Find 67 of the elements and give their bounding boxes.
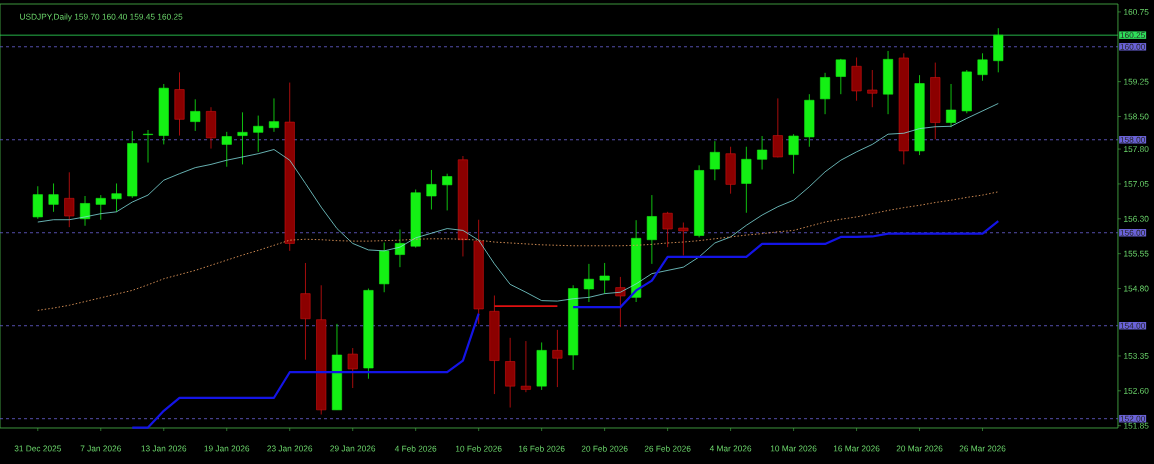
candlestick (442, 173, 453, 211)
candlestick (709, 140, 720, 181)
candlestick (552, 329, 563, 388)
candlestick (788, 133, 799, 175)
x-tick-label: 4 Feb 2026 (394, 445, 437, 452)
y-tick-label: 157.80 (1124, 146, 1149, 152)
x-tick-label: 10 Mar 2026 (770, 445, 817, 452)
candlestick (599, 262, 610, 295)
candlestick (583, 263, 594, 303)
x-tick-label: 23 Jan 2026 (267, 445, 313, 452)
x-tick-label: 31 Dec 2025 (14, 445, 61, 452)
candlestick (662, 211, 673, 248)
y-tick-label: 153.35 (1124, 353, 1149, 359)
y-tick-label: 157.05 (1124, 181, 1149, 187)
x-tick-label: 26 Feb 2026 (644, 445, 691, 452)
candlestick (48, 183, 59, 213)
candlestick (426, 169, 437, 210)
candlestick (64, 171, 75, 228)
ref-line-label: 160.00 (1120, 43, 1146, 50)
candlestick (221, 131, 232, 168)
x-tick-label: 26 Mar 2026 (959, 445, 1006, 452)
candlestick (80, 195, 91, 227)
candlestick (253, 115, 264, 153)
candlestick (237, 111, 248, 165)
x-tick-label: 4 Mar 2026 (709, 445, 752, 452)
ref-line-label: 160.25 (1120, 32, 1145, 39)
candlestick (111, 183, 122, 213)
candlestick (142, 129, 154, 163)
candlestick (772, 97, 783, 158)
candlestick (946, 83, 957, 128)
y-tick-label: 158.50 (1124, 113, 1149, 120)
x-tick-label: 10 Feb 2026 (455, 445, 502, 452)
candlestick (268, 97, 279, 133)
x-tick-label: 20 Mar 2026 (896, 445, 943, 452)
x-tick-label: 7 Jan 2026 (80, 445, 121, 452)
x-tick-label: 16 Feb 2026 (518, 445, 565, 452)
candlestick (615, 276, 626, 328)
candlestick (32, 185, 43, 220)
candlestick (867, 69, 878, 108)
y-tick-label: 155.55 (1124, 250, 1149, 257)
candlestick (977, 52, 988, 82)
candlestick (347, 347, 358, 389)
y-tick-label: 154.80 (1124, 285, 1149, 292)
x-tick-label: 29 Jan 2026 (330, 445, 376, 452)
y-tick-label: 159.25 (1124, 78, 1149, 85)
y-tick-label: 156.30 (1124, 215, 1149, 222)
candlestick (835, 58, 846, 95)
ref-line-label: 154.00 (1120, 322, 1146, 329)
candlestick (820, 72, 831, 115)
y-tick-label: 160.75 (1124, 8, 1149, 15)
x-tick-label: 20 Feb 2026 (581, 445, 628, 452)
candlestick (190, 98, 201, 132)
candlestick (646, 194, 657, 265)
candlestick (95, 194, 106, 221)
x-tick-label: 13 Jan 2026 (141, 445, 187, 452)
ref-line-label: 152.00 (1120, 415, 1146, 422)
ref-line-label: 156.00 (1120, 229, 1146, 236)
candlestick (394, 229, 405, 268)
candlestick (520, 340, 531, 393)
candlestick (678, 222, 689, 256)
candlestick (757, 135, 768, 170)
x-tick-label: 19 Jan 2026 (204, 445, 250, 452)
ref-line-label: 158.00 (1120, 136, 1146, 143)
y-tick-label: 151.85 (1124, 422, 1149, 429)
y-tick-label: 152.60 (1124, 387, 1149, 394)
text: USDJPY,Daily 159.70 160.40 159.45 160.25 (20, 13, 183, 22)
x-tick-label: 16 Mar 2026 (833, 445, 880, 452)
